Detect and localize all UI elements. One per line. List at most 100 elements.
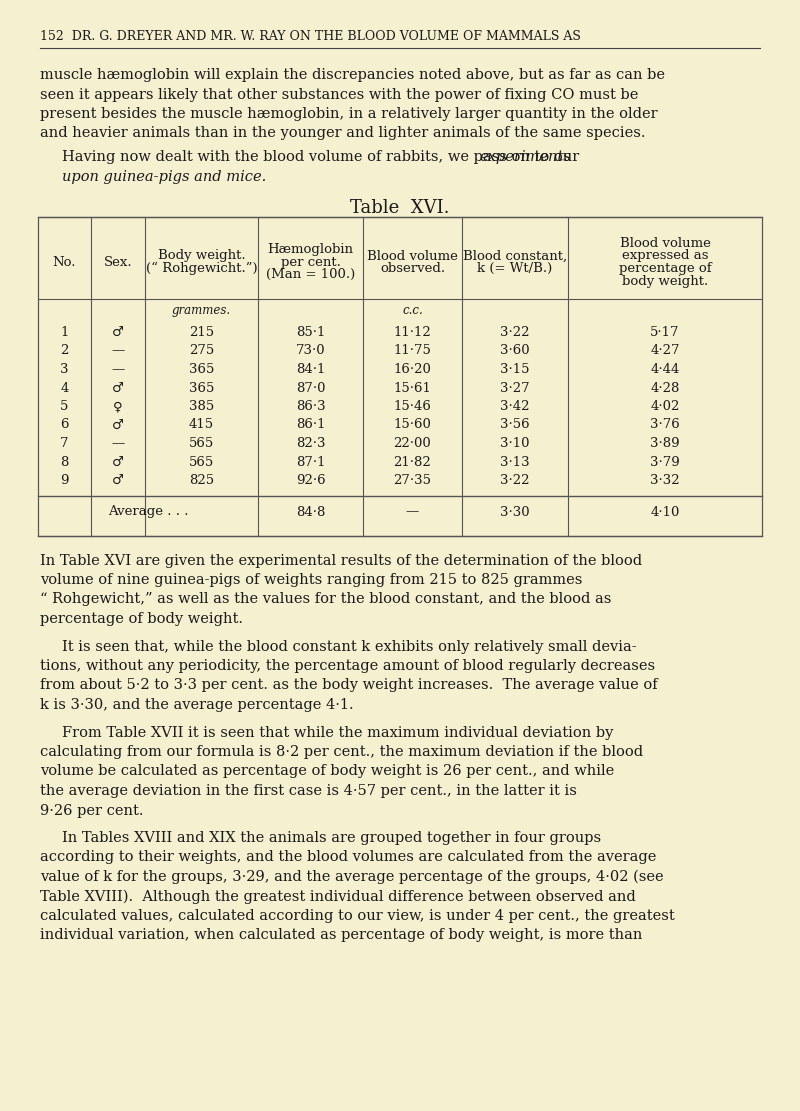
Text: c.c.: c.c. bbox=[402, 304, 423, 317]
Text: from about 5·2 to 3·3 per cent. as the body weight increases.  The average value: from about 5·2 to 3·3 per cent. as the b… bbox=[40, 679, 658, 692]
Text: 3·15: 3·15 bbox=[500, 363, 530, 376]
Text: k is 3·30, and the average percentage 4·1.: k is 3·30, and the average percentage 4·… bbox=[40, 698, 354, 712]
Text: 5: 5 bbox=[60, 400, 69, 413]
Text: 2: 2 bbox=[60, 344, 69, 358]
Text: 8: 8 bbox=[60, 456, 69, 469]
Text: 3·22: 3·22 bbox=[500, 326, 530, 339]
Text: 1: 1 bbox=[60, 326, 69, 339]
Text: percentage of body weight.: percentage of body weight. bbox=[40, 612, 243, 625]
Text: 415: 415 bbox=[189, 419, 214, 431]
Text: body weight.: body weight. bbox=[622, 274, 708, 288]
Text: 92·6: 92·6 bbox=[296, 474, 326, 487]
Text: In Tables XVIII and XIX the animals are grouped together in four groups: In Tables XVIII and XIX the animals are … bbox=[62, 831, 601, 845]
Text: seen it appears likely that other substances with the power of fixing CO must be: seen it appears likely that other substa… bbox=[40, 88, 638, 101]
Text: Hæmoglobin: Hæmoglobin bbox=[267, 243, 354, 257]
Text: Blood constant,: Blood constant, bbox=[463, 250, 567, 262]
Text: “ Rohgewicht,” as well as the values for the blood constant, and the blood as: “ Rohgewicht,” as well as the values for… bbox=[40, 592, 611, 607]
Text: 84·8: 84·8 bbox=[296, 506, 325, 519]
Text: 3·60: 3·60 bbox=[500, 344, 530, 358]
Text: experiments: experiments bbox=[479, 150, 571, 164]
Text: 4·27: 4·27 bbox=[650, 344, 680, 358]
Text: 3·27: 3·27 bbox=[500, 381, 530, 394]
Bar bbox=[38, 217, 762, 536]
Text: 6: 6 bbox=[60, 419, 69, 431]
Text: —: — bbox=[111, 437, 125, 450]
Text: 3·22: 3·22 bbox=[500, 474, 530, 487]
Text: Body weight.: Body weight. bbox=[158, 250, 246, 262]
Text: tions, without any periodicity, the percentage amount of blood regularly decreas: tions, without any periodicity, the perc… bbox=[40, 659, 655, 673]
Text: observed.: observed. bbox=[380, 262, 445, 276]
Text: volume of nine guinea-pigs of weights ranging from 215 to 825 grammes: volume of nine guinea-pigs of weights ra… bbox=[40, 573, 582, 587]
Text: 3: 3 bbox=[60, 363, 69, 376]
Text: 3·30: 3·30 bbox=[500, 506, 530, 519]
Text: 15·46: 15·46 bbox=[394, 400, 431, 413]
Text: k (= Wt/B.): k (= Wt/B.) bbox=[478, 262, 553, 276]
Text: 11·12: 11·12 bbox=[394, 326, 431, 339]
Text: 9: 9 bbox=[60, 474, 69, 487]
Text: 385: 385 bbox=[189, 400, 214, 413]
Text: 565: 565 bbox=[189, 456, 214, 469]
Text: expressed as: expressed as bbox=[622, 250, 708, 262]
Text: 27·35: 27·35 bbox=[394, 474, 431, 487]
Text: 7: 7 bbox=[60, 437, 69, 450]
Text: the average deviation in the first case is 4·57 per cent., in the latter it is: the average deviation in the first case … bbox=[40, 784, 577, 798]
Text: From Table XVII it is seen that while the maximum individual deviation by: From Table XVII it is seen that while th… bbox=[62, 725, 614, 740]
Text: 565: 565 bbox=[189, 437, 214, 450]
Text: grammes.: grammes. bbox=[172, 304, 231, 317]
Text: 3·76: 3·76 bbox=[650, 419, 680, 431]
Text: individual variation, when calculated as percentage of body weight, is more than: individual variation, when calculated as… bbox=[40, 929, 642, 942]
Text: 87·1: 87·1 bbox=[296, 456, 326, 469]
Text: value of k for the groups, 3·29, and the average percentage of the groups, 4·02 : value of k for the groups, 3·29, and the… bbox=[40, 870, 664, 884]
Text: 86·1: 86·1 bbox=[296, 419, 326, 431]
Text: 9·26 per cent.: 9·26 per cent. bbox=[40, 803, 143, 818]
Text: ♂: ♂ bbox=[112, 326, 124, 339]
Text: percentage of: percentage of bbox=[618, 262, 711, 276]
Text: 275: 275 bbox=[189, 344, 214, 358]
Text: 87·0: 87·0 bbox=[296, 381, 326, 394]
Text: 82·3: 82·3 bbox=[296, 437, 326, 450]
Text: 85·1: 85·1 bbox=[296, 326, 325, 339]
Text: 3·10: 3·10 bbox=[500, 437, 530, 450]
Text: 21·82: 21·82 bbox=[394, 456, 431, 469]
Text: 22·00: 22·00 bbox=[394, 437, 431, 450]
Text: 15·60: 15·60 bbox=[394, 419, 431, 431]
Text: 365: 365 bbox=[189, 363, 214, 376]
Text: muscle hæmoglobin will explain the discrepancies noted above, but as far as can : muscle hæmoglobin will explain the discr… bbox=[40, 68, 665, 82]
Text: 3·89: 3·89 bbox=[650, 437, 680, 450]
Text: It is seen that, while the blood constant k exhibits only relatively small devia: It is seen that, while the blood constan… bbox=[62, 640, 637, 653]
Text: Table  XVI.: Table XVI. bbox=[350, 199, 450, 217]
Text: Sex.: Sex. bbox=[104, 256, 132, 269]
Text: Having now dealt with the blood volume of rabbits, we pass on to our: Having now dealt with the blood volume o… bbox=[62, 150, 584, 164]
Text: according to their weights, and the blood volumes are calculated from the averag: according to their weights, and the bloo… bbox=[40, 851, 656, 864]
Text: ♂: ♂ bbox=[112, 419, 124, 431]
Text: calculated values, calculated according to our view, is under 4 per cent., the g: calculated values, calculated according … bbox=[40, 909, 674, 923]
Text: 4: 4 bbox=[60, 381, 69, 394]
Text: Average . . .: Average . . . bbox=[108, 506, 188, 519]
Text: —: — bbox=[111, 363, 125, 376]
Text: 3·32: 3·32 bbox=[650, 474, 680, 487]
Text: 215: 215 bbox=[189, 326, 214, 339]
Text: 4·28: 4·28 bbox=[650, 381, 680, 394]
Text: 15·61: 15·61 bbox=[394, 381, 431, 394]
Text: volume be calculated as percentage of body weight is 26 per cent., and while: volume be calculated as percentage of bo… bbox=[40, 764, 614, 779]
Text: No.: No. bbox=[53, 256, 76, 269]
Text: 3·79: 3·79 bbox=[650, 456, 680, 469]
Text: ♂: ♂ bbox=[112, 474, 124, 487]
Text: ♀: ♀ bbox=[113, 400, 123, 413]
Text: 16·20: 16·20 bbox=[394, 363, 431, 376]
Text: 4·44: 4·44 bbox=[650, 363, 680, 376]
Text: 152  DR. G. DREYER AND MR. W. RAY ON THE BLOOD VOLUME OF MAMMALS AS: 152 DR. G. DREYER AND MR. W. RAY ON THE … bbox=[40, 30, 581, 43]
Text: ♂: ♂ bbox=[112, 456, 124, 469]
Text: —: — bbox=[406, 506, 419, 519]
Text: per cent.: per cent. bbox=[281, 256, 341, 269]
Text: and heavier animals than in the younger and lighter animals of the same species.: and heavier animals than in the younger … bbox=[40, 127, 646, 140]
Text: 3·42: 3·42 bbox=[500, 400, 530, 413]
Text: Table XVIII).  Although the greatest individual difference between observed and: Table XVIII). Although the greatest indi… bbox=[40, 890, 636, 904]
Text: present besides the muscle hæmoglobin, in a relatively larger quantity in the ol: present besides the muscle hæmoglobin, i… bbox=[40, 107, 658, 121]
Text: —: — bbox=[111, 344, 125, 358]
Text: 73·0: 73·0 bbox=[296, 344, 326, 358]
Text: 3·13: 3·13 bbox=[500, 456, 530, 469]
Text: (Man = 100.): (Man = 100.) bbox=[266, 268, 355, 281]
Text: 365: 365 bbox=[189, 381, 214, 394]
Text: ♂: ♂ bbox=[112, 381, 124, 394]
